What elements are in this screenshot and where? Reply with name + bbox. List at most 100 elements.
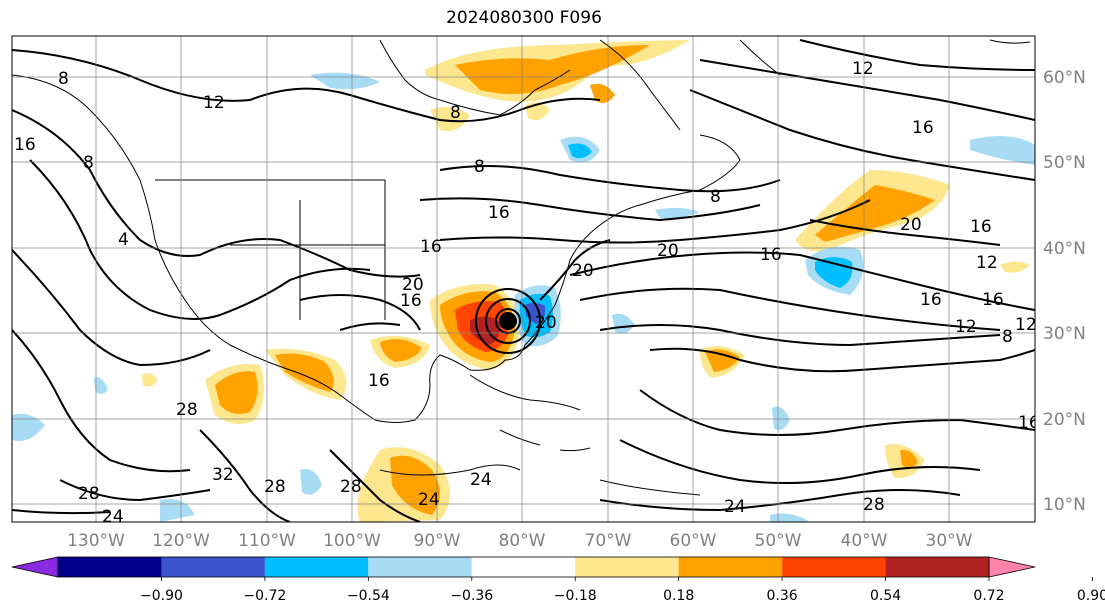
contour-label: 20 xyxy=(900,215,922,235)
colorbar-segment xyxy=(471,557,576,577)
colorbar-segment xyxy=(264,557,369,577)
gridlines xyxy=(12,36,1035,522)
positive-shading xyxy=(1000,261,1030,273)
negative-shading xyxy=(160,499,195,522)
colorbar-segment xyxy=(58,557,162,577)
contour-label: 16 xyxy=(14,135,36,155)
contour-label: 8 xyxy=(474,157,485,177)
positive-shading xyxy=(215,371,258,414)
longitude-label: 80°W xyxy=(499,531,546,551)
contour-label: 28 xyxy=(863,495,885,515)
contour-label: 12 xyxy=(1015,315,1037,335)
colorbar-tick-label: 0.72 xyxy=(973,588,1004,604)
contour-label: 8 xyxy=(710,187,721,207)
longitude-labels: 130°W 120°W 110°W 100°W 90°W 80°W 70°W 60°W 50°W… xyxy=(67,531,973,551)
contour-label: 24 xyxy=(724,497,746,517)
negative-shading xyxy=(772,406,790,431)
contour-label: 8 xyxy=(450,103,461,123)
contour-label: 24 xyxy=(418,490,440,510)
contour-label: 16 xyxy=(760,245,782,265)
longitude-label: 40°W xyxy=(841,531,888,551)
colorbar-segment xyxy=(161,557,265,577)
positive-shading xyxy=(590,83,615,104)
colorbar-tick-label: 0.54 xyxy=(870,588,901,604)
negative-shading xyxy=(568,143,592,159)
contour-label: 16 xyxy=(368,371,390,391)
positive-shading xyxy=(380,339,422,362)
latitude-label: 20°N xyxy=(1043,410,1086,430)
colorbar-tick-label: −0.18 xyxy=(554,588,597,604)
map-title: 2024080300 F096 xyxy=(446,8,602,28)
colorbar-tick-label: 0.36 xyxy=(767,588,798,604)
negative-shading xyxy=(300,469,322,495)
contour-label: 12 xyxy=(852,59,874,79)
latitude-label: 40°N xyxy=(1043,239,1086,259)
contour-label: 16 xyxy=(420,237,442,257)
contour-label: 12 xyxy=(955,317,977,337)
cyclone-center-dot xyxy=(499,312,517,330)
contour-label: 16 xyxy=(912,118,934,138)
contour-label: 8 xyxy=(83,153,94,173)
colorbar-segment xyxy=(678,557,783,577)
negative-shading xyxy=(970,136,1035,165)
colorbar-tick-label: −0.54 xyxy=(347,588,390,604)
positive-shading xyxy=(815,185,935,242)
contour-label: 8 xyxy=(1002,327,1013,347)
contour-label: 20 xyxy=(535,313,557,333)
contour-lines xyxy=(12,39,1035,522)
colorbar-outline xyxy=(57,556,990,578)
negative-shading xyxy=(12,413,45,441)
contour-label: 28 xyxy=(78,484,100,504)
negative-shading xyxy=(655,207,700,219)
positive-shading xyxy=(455,45,650,94)
contour-label: 28 xyxy=(264,477,286,497)
positive-shading xyxy=(430,106,470,131)
map-panel: 8 12 16 8 4 8 12 8 8 16 20 16 20 16 20 1… xyxy=(12,36,1040,527)
latitude-labels: 60°N 50°N 40°N 30°N 20°N 10°N xyxy=(1043,68,1086,515)
contour-label: 16 xyxy=(400,291,422,311)
negative-shading xyxy=(770,513,810,522)
latitude-label: 60°N xyxy=(1043,68,1086,88)
longitude-label: 120°W xyxy=(152,531,210,551)
colorbar-segment xyxy=(575,557,679,577)
contour-label: 20 xyxy=(402,275,424,295)
positive-shading xyxy=(705,349,740,372)
contour-label: 8 xyxy=(58,69,69,89)
contour-label: 12 xyxy=(203,93,225,113)
latitude-label: 30°N xyxy=(1043,324,1086,344)
contour-label: 16 xyxy=(1018,413,1040,433)
contour-label: 16 xyxy=(982,290,1004,310)
negative-shading xyxy=(815,257,853,288)
colorbar-extend-right xyxy=(988,556,1036,578)
negative-shading xyxy=(94,377,108,394)
latitude-label: 50°N xyxy=(1043,153,1086,173)
latitude-label: 10°N xyxy=(1043,495,1086,515)
colorbar-segment xyxy=(782,557,886,577)
colorbar-tick-label: −0.90 xyxy=(140,588,183,604)
colorbar-segment xyxy=(885,557,989,577)
contour-labels: 8 12 16 8 4 8 12 8 8 16 20 16 20 16 20 1… xyxy=(14,59,1040,527)
colorbar-tick-label: −0.72 xyxy=(243,588,286,604)
positive-shading xyxy=(142,373,158,387)
colorbar-segment xyxy=(368,557,472,577)
longitude-label: 70°W xyxy=(585,531,632,551)
contour-label: 16 xyxy=(970,217,992,237)
contour-label: 24 xyxy=(102,507,124,527)
positive-shading xyxy=(390,455,440,515)
colorbar-tick-label: 0.18 xyxy=(663,588,694,604)
colorbar: −0.90 −0.72 −0.54 −0.36 −0.18 0.18 0.36 0.54 0.7… xyxy=(11,556,1105,604)
contour-label: 16 xyxy=(488,203,510,223)
contour-label: 4 xyxy=(118,230,129,250)
contour-label: 24 xyxy=(470,470,492,490)
positive-shading xyxy=(900,449,918,468)
longitude-label: 130°W xyxy=(67,531,125,551)
contour-label: 28 xyxy=(340,477,362,497)
longitude-label: 90°W xyxy=(414,531,461,551)
contour-label: 20 xyxy=(657,241,679,261)
contour-label: 32 xyxy=(212,465,234,485)
negative-shading xyxy=(612,313,635,334)
longitude-label: 110°W xyxy=(238,531,296,551)
contour-label: 16 xyxy=(920,290,942,310)
longitude-label: 50°W xyxy=(755,531,802,551)
